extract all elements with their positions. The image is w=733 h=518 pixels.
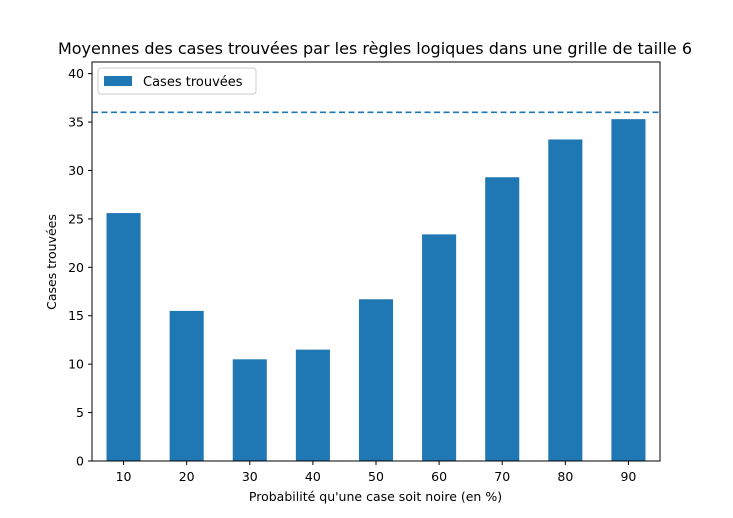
bar-10 bbox=[106, 213, 141, 461]
bar-20 bbox=[169, 310, 204, 461]
x-tick-label: 50 bbox=[368, 469, 384, 484]
y-tick-label: 5 bbox=[76, 405, 84, 420]
x-tick-label: 40 bbox=[305, 469, 321, 484]
y-tick-label: 25 bbox=[68, 211, 84, 226]
y-tick-label: 15 bbox=[68, 308, 84, 323]
y-tick-label: 0 bbox=[76, 454, 84, 469]
bars-layer bbox=[106, 119, 646, 462]
x-tick-label: 70 bbox=[494, 469, 510, 484]
x-axis-label: Probabilité qu'une case soit noire (en %… bbox=[249, 489, 502, 504]
y-tick-label: 20 bbox=[68, 260, 84, 275]
y-tick-label: 10 bbox=[68, 357, 84, 372]
x-tick-label: 10 bbox=[116, 469, 132, 484]
y-tick-label: 35 bbox=[68, 115, 84, 130]
legend-label: Cases trouvées bbox=[143, 75, 243, 90]
y-axis: 0 5 10 15 20 25 30 35 40 bbox=[68, 66, 92, 469]
bar-40 bbox=[295, 349, 330, 461]
legend: Cases trouvées bbox=[97, 67, 257, 95]
y-tick-label: 30 bbox=[68, 163, 84, 178]
x-axis: 10 20 30 40 50 60 70 80 90 bbox=[116, 461, 636, 484]
bar-50 bbox=[358, 299, 394, 461]
bar-60 bbox=[422, 234, 457, 461]
plot-frame bbox=[91, 61, 661, 462]
bar-90 bbox=[611, 119, 646, 461]
legend-box bbox=[97, 67, 257, 95]
x-tick-label: 80 bbox=[557, 469, 573, 484]
legend-swatch bbox=[104, 76, 132, 86]
bar-30 bbox=[232, 359, 267, 461]
bar-70 bbox=[485, 177, 520, 461]
chart-title: Moyennes des cases trouvées par les règl… bbox=[58, 39, 692, 58]
x-tick-label: 90 bbox=[620, 469, 636, 484]
y-tick-label: 40 bbox=[68, 66, 84, 81]
y-axis-label: Cases trouvées bbox=[44, 214, 59, 310]
bar-80 bbox=[548, 139, 583, 462]
x-tick-label: 20 bbox=[179, 469, 195, 484]
x-tick-label: 60 bbox=[431, 469, 447, 484]
x-tick-label: 30 bbox=[242, 469, 258, 484]
